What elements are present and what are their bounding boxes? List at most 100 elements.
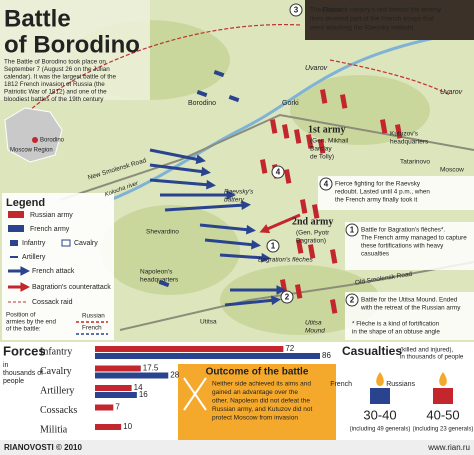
bar: [95, 385, 132, 391]
place-label: Napoleon's: [140, 269, 173, 276]
note-text: * Flèche is a kind of fortification: [352, 321, 440, 328]
callout-number: 2: [285, 293, 290, 302]
bar: [95, 424, 122, 430]
callout-text: The French army managed to capture: [361, 235, 467, 242]
callout-marker: [266, 239, 280, 253]
legend-label: Cossack raid: [32, 299, 73, 306]
casualties-title: Casualties: [342, 344, 402, 358]
legend-label: Artillery: [22, 254, 46, 261]
callout-box: [345, 222, 474, 270]
outcome-text: Neither side achieved its aims and: [212, 381, 311, 388]
cossack-raid: [329, 59, 451, 96]
casualties-subtitle: (killed and injured),: [400, 347, 453, 354]
troop-unit: [330, 299, 338, 314]
place-label: Gorki: [282, 100, 299, 107]
arrow-head: [241, 200, 251, 211]
attack-arrow: [199, 223, 251, 232]
legend-label: Infantry: [22, 240, 46, 247]
candle-icon: [370, 388, 390, 404]
place-label: Kutuzov's: [390, 131, 419, 138]
road: [59, 113, 474, 201]
troop-unit: [340, 94, 348, 109]
intro-text: 1812 French invasion of Russia (the: [4, 81, 105, 88]
place-label: Uvarov: [440, 89, 463, 96]
casualties-subtitle: in thousands of people: [400, 354, 464, 361]
arrow-head: [206, 179, 216, 190]
value-label: 72: [285, 344, 294, 353]
arrow-head: [200, 166, 211, 177]
callout-number: 1: [271, 242, 276, 251]
troop-unit: [228, 95, 240, 103]
troop-unit: [158, 280, 170, 288]
cossack-raid: [29, 23, 301, 111]
attack-arrow: [204, 238, 256, 247]
outcome-text: gained an advantage over the: [212, 389, 298, 396]
value-label: 86: [322, 351, 331, 360]
callout-text: Battle for Bagration's flèches*.: [361, 227, 445, 234]
category-label: Cavalry: [40, 366, 72, 377]
callout-text: the French army finally took it: [335, 197, 417, 204]
army-label: (Gen. Mikhail: [310, 138, 349, 145]
legend-label: Cavalry: [74, 240, 98, 247]
army-label: Bagration): [296, 238, 326, 245]
place-label: headquarters: [390, 139, 429, 146]
callout-box: [305, 0, 474, 40]
troop-unit: [284, 169, 292, 184]
sabres-icon: [183, 377, 207, 411]
troop-unit: [295, 284, 303, 299]
legend-note: of the battle:: [6, 326, 41, 333]
chart-title: Forces: [3, 343, 46, 358]
casualties-label: French: [330, 381, 352, 388]
arrow-head: [226, 190, 236, 200]
callout-text: Fierce fighting for the Raevsky: [335, 181, 421, 188]
callout-text: The Cossack cavalry's raid behind the en…: [310, 7, 442, 14]
note-text: in the shape of an obtuse angle: [352, 329, 440, 336]
title-panel: [0, 0, 150, 100]
troop-unit: [296, 239, 304, 254]
callout-number: 3: [294, 6, 299, 15]
outcome-text: Russian army, and Kutuzov did not: [212, 406, 313, 413]
attack-arrow: [264, 213, 301, 232]
casualties-label: Russians: [386, 381, 415, 388]
legend-label: French attack: [32, 268, 75, 275]
value-label: 7: [115, 403, 120, 412]
value-label: 28: [170, 371, 179, 380]
callout-marker: [345, 223, 359, 237]
troop-unit: [380, 119, 388, 134]
intro-text: calendar). It was the largest battle of …: [4, 74, 117, 81]
callout-marker: [319, 177, 333, 191]
callout-box: [345, 292, 474, 340]
arrow-head: [246, 224, 256, 235]
intro-text: September 7 (August 26 on the Julian: [4, 66, 110, 73]
value-label: 16: [139, 390, 148, 399]
intro-text: bloodiest battles of the 19th century: [4, 96, 104, 103]
place-label: Shevardino: [146, 229, 179, 236]
attack-arrow: [149, 178, 211, 187]
attack-arrow: [219, 253, 266, 260]
troop-unit: [300, 199, 308, 214]
casualties-value: 40-50: [426, 407, 459, 422]
inset-map: [4, 107, 63, 163]
value-label: 17.5: [143, 364, 159, 373]
troop-unit: [270, 119, 278, 134]
place-label: headquarters: [140, 277, 179, 284]
value-label: 10: [123, 422, 132, 431]
outcome-title: Outcome of the battle: [206, 367, 309, 378]
legend-label: Bagration's counterattack: [32, 284, 111, 291]
footer-agency: RIANOVOSTI © 2010: [4, 443, 82, 452]
callout-box: [318, 176, 474, 210]
candle-icon: [433, 388, 453, 404]
callout-number: 4: [324, 180, 329, 189]
troop-unit: [312, 204, 320, 219]
callout-text: Battle for the Utitsa Mound. Ended: [361, 297, 458, 304]
place-label: Borodino: [188, 100, 216, 107]
troop-unit: [395, 124, 403, 139]
legend-label: French: [82, 325, 102, 332]
outcome-box: [178, 364, 336, 440]
legend-note: Position of: [6, 312, 36, 319]
callout-marker: [345, 293, 359, 307]
place-label: Bagration's flèches: [258, 257, 313, 264]
place-label: Tatarinovo: [400, 159, 430, 166]
legend-label: Russian army: [30, 212, 73, 219]
arrow-head: [195, 154, 206, 165]
